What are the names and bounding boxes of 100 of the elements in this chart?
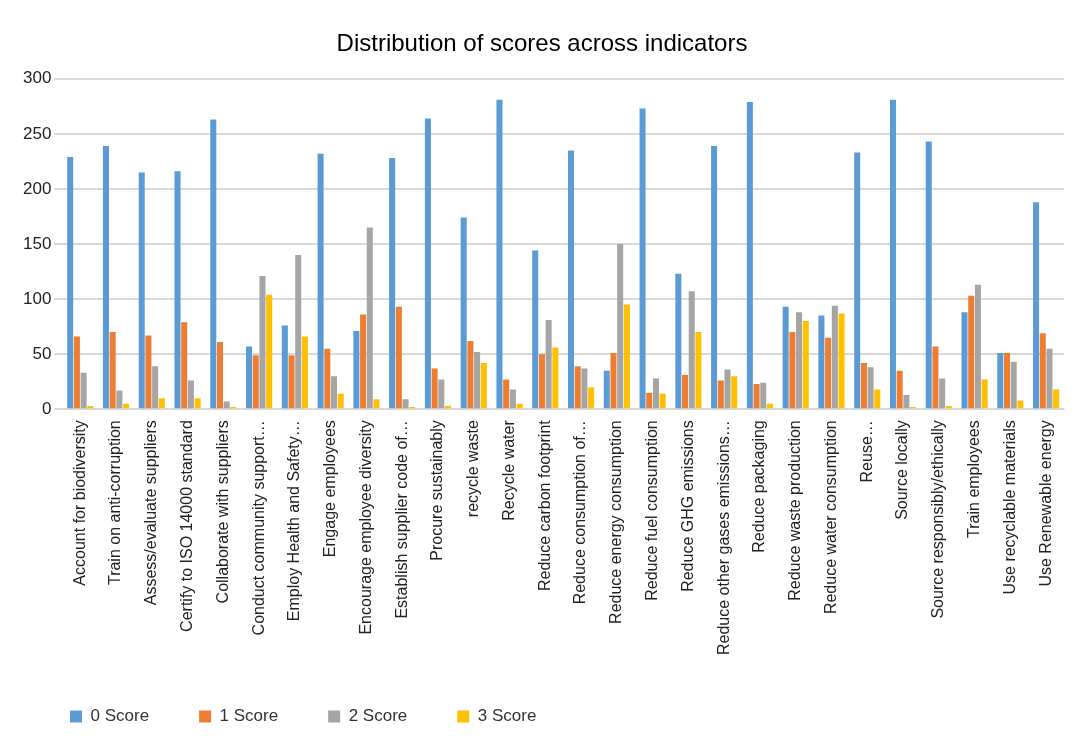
bar — [109, 332, 116, 409]
bar — [675, 273, 682, 409]
x-tick-label: Reduce packaging — [750, 420, 768, 553]
bar — [252, 355, 259, 409]
bar — [532, 250, 539, 409]
x-tick-label: Reduce water consumption — [821, 420, 839, 615]
bar — [961, 312, 968, 409]
bar — [145, 335, 152, 409]
x-tick-label: Certify to ISO 14000 standard — [177, 420, 195, 632]
bar — [496, 99, 503, 409]
x-tick-label: Encourage employee diversity — [356, 420, 374, 635]
bar — [353, 331, 360, 409]
legend-label: 0 Score — [90, 706, 150, 726]
bar — [1053, 389, 1060, 409]
x-tick-label: Engage employees — [321, 420, 339, 558]
bar — [939, 378, 946, 409]
x-tick-label: Reuse… — [857, 420, 875, 483]
legend-label: 1 Score — [219, 706, 279, 726]
y-tick-label: 250 — [22, 123, 52, 143]
bar — [610, 353, 617, 409]
bar — [981, 379, 988, 409]
bar — [682, 375, 689, 409]
bar — [389, 158, 396, 409]
bar — [974, 284, 981, 409]
x-tick-label: Recycle water — [499, 419, 517, 521]
bar — [603, 370, 610, 409]
bar — [210, 119, 217, 409]
bar — [717, 380, 724, 409]
bar — [997, 353, 1004, 409]
legend-label: 2 Score — [348, 706, 408, 726]
bar — [259, 275, 266, 409]
bar — [138, 172, 145, 409]
bar — [395, 306, 402, 409]
bar — [623, 304, 630, 409]
bar — [1033, 202, 1040, 409]
x-tick-label: Conduct community support… — [249, 420, 267, 636]
bar — [639, 108, 646, 409]
x-tick-label: Reduce GHG emissions — [678, 420, 696, 592]
x-tick-label: Reduce fuel consumption — [643, 420, 661, 601]
bar — [903, 394, 910, 409]
bar — [760, 382, 767, 409]
x-tick-label: Train on anti-corruption — [106, 420, 124, 586]
bar — [431, 368, 438, 409]
bar — [187, 380, 194, 409]
x-tick-label: Assess/evaluate suppliers — [142, 420, 160, 606]
bar — [1017, 400, 1024, 409]
bar — [731, 376, 738, 409]
bar — [588, 387, 595, 409]
x-tick-label: Reduce carbon footprint — [535, 419, 553, 591]
bar — [295, 255, 302, 409]
chart-title: Distribution of scores across indicators — [336, 29, 748, 57]
bar — [896, 370, 903, 409]
bar — [467, 340, 474, 409]
x-tick-label: Establish supplier code of… — [392, 420, 410, 619]
bar — [818, 315, 825, 409]
bar — [695, 332, 702, 409]
bar — [360, 314, 367, 409]
bar — [925, 141, 932, 409]
bar — [246, 346, 253, 409]
x-tick-label: Train employees — [964, 420, 982, 538]
bar — [831, 305, 838, 409]
bar — [424, 118, 431, 409]
bar — [889, 99, 896, 409]
bar — [174, 171, 181, 409]
y-tick-label: 0 — [41, 398, 52, 418]
x-tick-label: Reduce consumption of… — [571, 420, 589, 605]
bar — [80, 372, 87, 409]
bar — [567, 150, 575, 409]
bar — [802, 321, 809, 409]
bar — [480, 362, 487, 409]
x-tick-label: Reduce waste production — [786, 420, 804, 601]
bar — [1003, 353, 1011, 409]
bar — [1010, 361, 1017, 409]
y-tick-label: 50 — [32, 343, 52, 363]
bar — [659, 393, 666, 409]
bar — [688, 291, 695, 409]
bar — [281, 325, 288, 409]
y-tick-label: 300 — [22, 68, 52, 88]
bar — [301, 336, 308, 409]
x-tick-label: Reduce energy consumption — [607, 420, 625, 624]
x-tick-label: Procure sustainably — [428, 420, 446, 561]
bar — [724, 369, 731, 409]
bar — [581, 368, 588, 409]
y-tick-label: 100 — [22, 288, 52, 308]
bar — [158, 398, 165, 409]
bar — [646, 392, 653, 409]
bar — [617, 244, 624, 409]
y-tick-label: 150 — [22, 233, 52, 253]
bar — [288, 355, 295, 409]
bar — [825, 337, 832, 409]
bar — [337, 393, 344, 409]
bar — [874, 389, 881, 409]
bar — [753, 383, 760, 409]
x-tick-label: Collaborate with suppliers — [213, 420, 231, 604]
bar — [711, 145, 718, 409]
x-tick-label: Source responsibly/ethically — [929, 420, 947, 619]
bar — [545, 320, 552, 409]
bar — [317, 153, 324, 409]
bar — [854, 152, 861, 409]
x-tick-label: Source locally — [893, 420, 911, 520]
